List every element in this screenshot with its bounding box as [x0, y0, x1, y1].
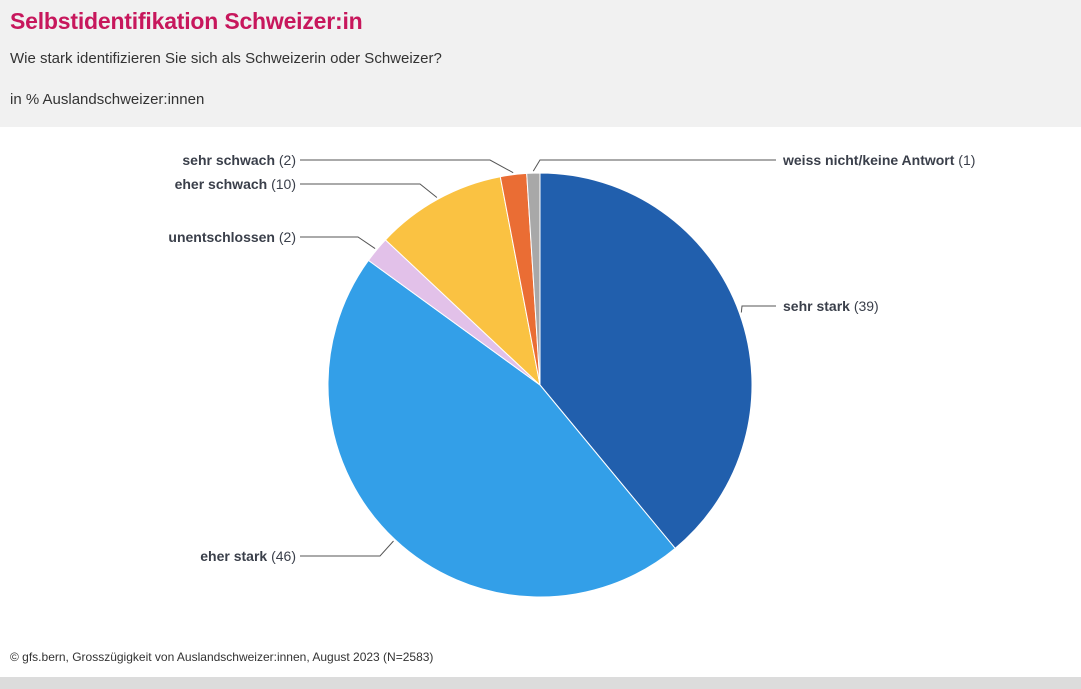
pie-slice-eher-schwach	[384, 176, 541, 387]
chart-subtitle: Wie stark identifizieren Sie sich als Sc…	[10, 50, 442, 67]
slice-label-name: weiss nicht/keine Antwort	[782, 152, 955, 168]
slice-label-value: (2)	[275, 229, 296, 245]
slice-label-name: sehr schwach	[182, 152, 275, 168]
pie-chart: sehr stark (39) eher stark (46) unentschlo…	[168, 152, 975, 598]
slice-label-value: (1)	[954, 152, 975, 168]
slice-label-eher-schwach: eher schwach (10)	[175, 176, 296, 192]
slice-label-sehr-schwach: sehr schwach (2)	[182, 152, 296, 168]
pie-slice-sehr-stark	[539, 172, 753, 550]
chart-title: Selbstidentifikation Schweizer:in	[10, 8, 363, 34]
label-connector-eher-stark	[300, 540, 394, 557]
slice-label-value: (2)	[275, 152, 296, 168]
pie-slice-eher-stark	[327, 259, 676, 598]
chart-unit: in % Auslandschweizer:innen	[10, 91, 205, 108]
label-connector-eher-schwach	[300, 183, 438, 198]
bottom-bar	[0, 677, 1081, 689]
slice-label-name: unentschlossen	[168, 229, 275, 245]
slice-label-sehr-stark: sehr stark (39)	[783, 298, 879, 314]
slice-label-value: (46)	[267, 548, 296, 564]
slice-label-value: (10)	[267, 176, 296, 192]
label-connector-sehr-schwach	[300, 159, 514, 174]
slice-label-value: (39)	[850, 298, 879, 314]
source-note: © gfs.bern, Grosszügigkeit von Auslandsc…	[10, 650, 434, 664]
slice-label-name: eher schwach	[175, 176, 268, 192]
chart-header: Selbstidentifikation Schweizer:in Wie st…	[0, 0, 1081, 127]
slice-label-eher-stark: eher stark (46)	[200, 548, 296, 564]
slice-label-name: eher stark	[200, 548, 267, 564]
pie-slice-weiss-nicht-keine-antwort	[526, 172, 541, 386]
slice-label-unentschlossen: unentschlossen (2)	[168, 229, 296, 245]
label-connector-sehr-stark	[740, 305, 776, 313]
slice-label-weiss-nicht-keine-antwort: weiss nicht/keine Antwort (1)	[782, 152, 975, 168]
label-connector-unentschlossen	[300, 236, 376, 250]
label-connector-weiss-nicht-keine-antwort	[532, 159, 776, 172]
slice-label-name: sehr stark	[783, 298, 850, 314]
